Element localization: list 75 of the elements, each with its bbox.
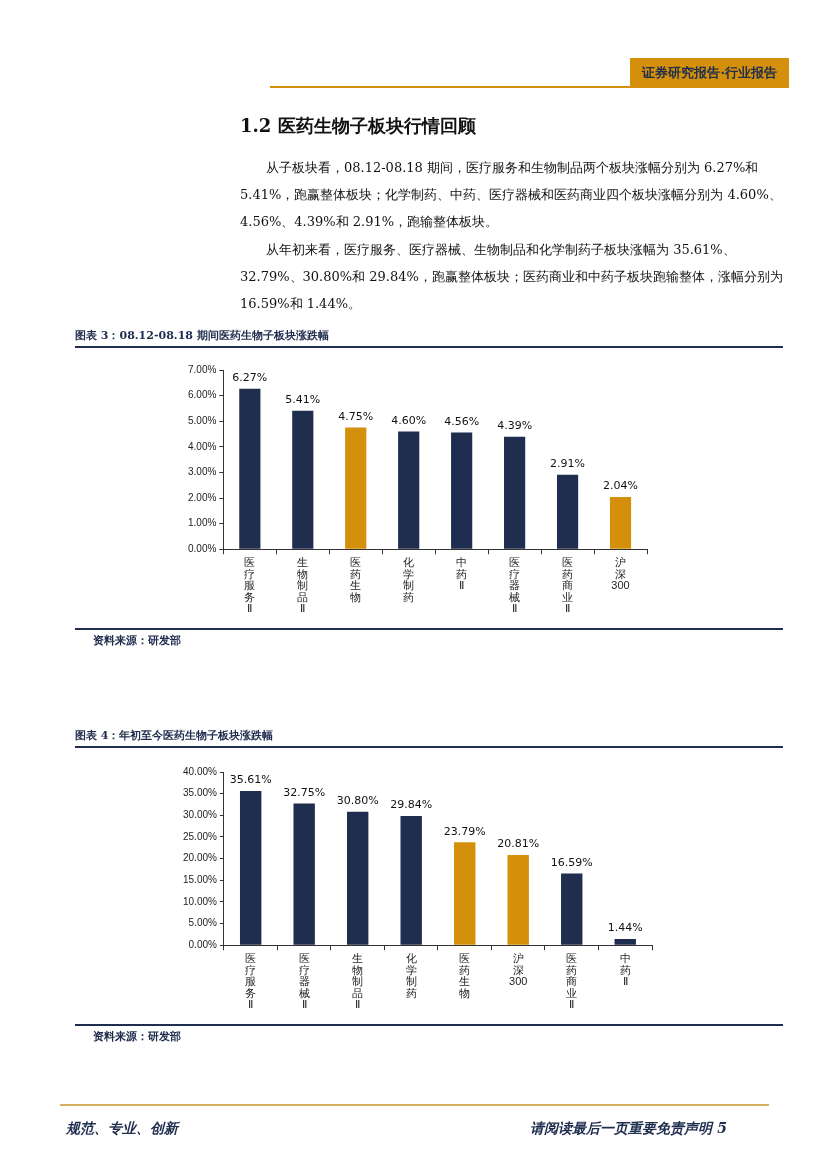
data-label: 6.27% — [232, 371, 268, 385]
x-tick-label: 沪深300 — [509, 952, 528, 988]
data-label: 35.61% — [229, 773, 272, 787]
x-tick-label: 医疗器械Ⅱ — [298, 952, 310, 1011]
y-tick-label: 7.00% — [188, 363, 217, 375]
y-tick-label: 30.00% — [182, 809, 218, 821]
x-tick-label: 医药商业Ⅱ — [566, 952, 578, 1011]
data-label: 2.91% — [550, 457, 586, 471]
text: 资料来源：研发部 — [93, 1030, 181, 1043]
data-label: 4.60% — [391, 413, 427, 427]
bar — [451, 432, 473, 549]
data-label: 20.81% — [497, 837, 540, 851]
y-tick-label: 35.00% — [182, 787, 218, 799]
bar — [454, 842, 476, 945]
bar — [292, 410, 314, 549]
x-tick-label: 医药商业Ⅱ — [562, 556, 574, 615]
x-tick-label: 医药生物 — [459, 952, 471, 999]
y-tick-label: 20.00% — [182, 852, 218, 864]
text: 规范、专业、创新 — [66, 1120, 178, 1138]
bar — [239, 388, 261, 549]
y-tick-label: 40.00% — [182, 765, 218, 777]
x-tick-label: 生物制品Ⅱ — [297, 556, 309, 615]
bar — [346, 811, 369, 945]
y-tick-label: 5.00% — [188, 414, 217, 426]
x-tick-label: 中药Ⅱ — [456, 556, 468, 592]
y-tick-label: 25.00% — [182, 830, 218, 842]
data-label: 29.84% — [390, 798, 433, 812]
x-tick-label: 医药生物 — [350, 556, 362, 603]
x-tick-label: 生物制品Ⅱ — [352, 952, 364, 1011]
bar — [504, 436, 526, 549]
x-tick-label: 医疗器械Ⅱ — [509, 556, 521, 615]
x-tick-label: 医疗服务Ⅱ — [245, 952, 257, 1011]
bar — [345, 427, 367, 549]
x-tick-label: 化学制药 — [403, 556, 415, 603]
data-label: 4.56% — [444, 414, 480, 428]
x-tick-label: 化学制药 — [405, 952, 417, 999]
text: 证券研究报告·行业报告 — [630, 58, 789, 88]
bar — [400, 816, 422, 945]
x-tick-label: 沪深300 — [611, 556, 630, 592]
y-tick-label: 5.00% — [188, 917, 218, 929]
bar — [293, 803, 315, 945]
x-tick-label: 中药Ⅱ — [619, 952, 631, 988]
bar — [239, 791, 262, 945]
y-tick-label: 10.00% — [182, 895, 218, 907]
y-tick-label: 1.00% — [188, 517, 217, 529]
data-label: 23.79% — [443, 824, 486, 838]
data-label: 32.75% — [283, 785, 326, 799]
y-tick-label: 4.00% — [188, 440, 217, 452]
y-tick-label: 0.00% — [188, 543, 217, 554]
bar — [507, 855, 529, 945]
text: 资料来源：研发部 — [93, 634, 181, 647]
data-label: 4.75% — [338, 409, 374, 423]
data-label: 4.39% — [497, 419, 533, 433]
y-tick-label: 15.00% — [182, 874, 218, 886]
data-label: 2.04% — [603, 479, 638, 493]
data-label: 16.59% — [550, 855, 593, 869]
bar — [561, 873, 583, 945]
y-tick-label: 0.00% — [188, 939, 218, 950]
text: 1.2 医药生物子板块行情回顾 — [240, 114, 476, 138]
chart-title: 图表 3：08.12-08.18 期间医药生物子板块涨跌幅 — [75, 328, 783, 348]
y-tick-label: 3.00% — [188, 466, 217, 478]
text: 请阅读最后一页重要免责声明 5 — [530, 1120, 727, 1138]
bar — [556, 474, 579, 549]
y-tick-label: 2.00% — [188, 491, 217, 503]
bar — [609, 497, 632, 549]
bar — [614, 939, 636, 945]
data-label: 30.80% — [336, 794, 379, 808]
text: 从年初来看，医疗服务、医疗器械、生物制品和化学制药子板块涨幅为 35.61%、32.79%、30.80%和 29.84%，跑赢整体板块；医药商业和中药子板块跑输整体，涨幅分别为 16.59%和 1.44%。 — [240, 241, 784, 313]
bar — [398, 431, 420, 549]
data-label: 5.41% — [285, 393, 321, 407]
data-label: 1.44% — [607, 921, 643, 935]
chart-title: 图表 4：年初至今医药生物子板块涨跌幅 — [75, 728, 783, 748]
text: 从子板块看，08.12-08.18 期间，医疗服务和生物制品两个板块涨幅分别为 6.27%和 5.41%，跑赢整体板块；化学制药、中药、医疗器械和医药商业四个板块涨幅分别为 4.60%、4.56%、4.39%和 2.91%，跑输整体板块。 — [240, 159, 783, 231]
y-tick-label: 6.00% — [188, 389, 217, 401]
x-tick-label: 医疗服务Ⅱ — [244, 556, 256, 615]
